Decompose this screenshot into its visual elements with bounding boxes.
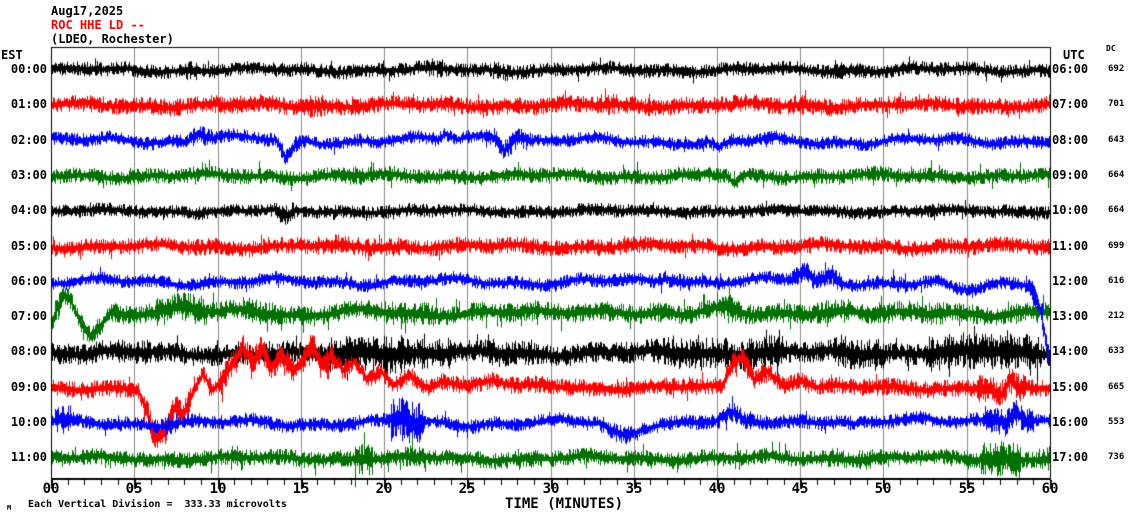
dc-axis-label: DC (1106, 44, 1116, 53)
est-axis-label: EST (1, 48, 23, 62)
utc-axis-label: UTC (1063, 48, 1085, 62)
watermark: M (7, 504, 12, 512)
header-location: (LDEO, Rochester) (51, 32, 174, 46)
header-station: ROC HHE LD -- (51, 18, 145, 32)
x-axis-title: TIME (MINUTES) (505, 496, 624, 512)
scale-note: Each Vertical Division = 333.33 microvol… (28, 499, 287, 510)
header-date: Aug17,2025 (51, 4, 124, 18)
